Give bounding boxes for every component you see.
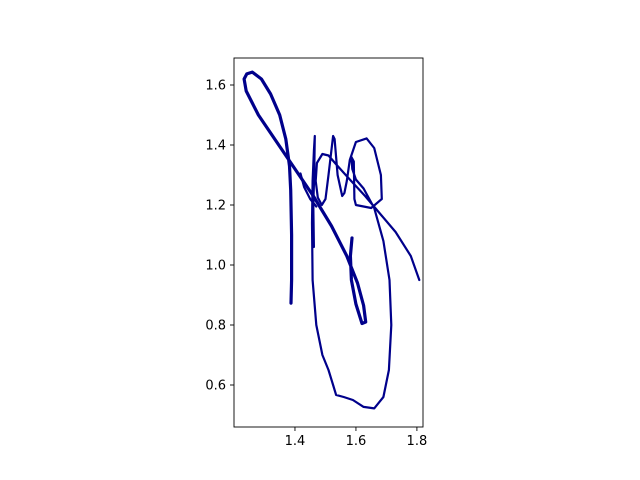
- y-tick-label: 0.8: [205, 319, 226, 334]
- data-series-2: [310, 134, 421, 410]
- axes-frame: [233, 57, 424, 428]
- x-tick-label: 1.6: [346, 434, 367, 449]
- data-series-1: [242, 70, 368, 326]
- axes: 1.4 1.6 1.8 0.6 0.8 1.0 1.2 1.4 1.6: [205, 57, 428, 449]
- y-tick-label: 0.6: [205, 379, 226, 394]
- data-series-group: [242, 70, 421, 410]
- y-tick-label: 1.0: [205, 259, 226, 274]
- data-series-3: [299, 172, 318, 208]
- x-tick-label: 1.8: [407, 434, 428, 449]
- y-tick-label: 1.2: [205, 199, 226, 214]
- x-tick-label: 1.4: [285, 434, 306, 449]
- y-tick-label: 1.6: [205, 79, 226, 94]
- y-tick-label: 1.4: [205, 139, 226, 154]
